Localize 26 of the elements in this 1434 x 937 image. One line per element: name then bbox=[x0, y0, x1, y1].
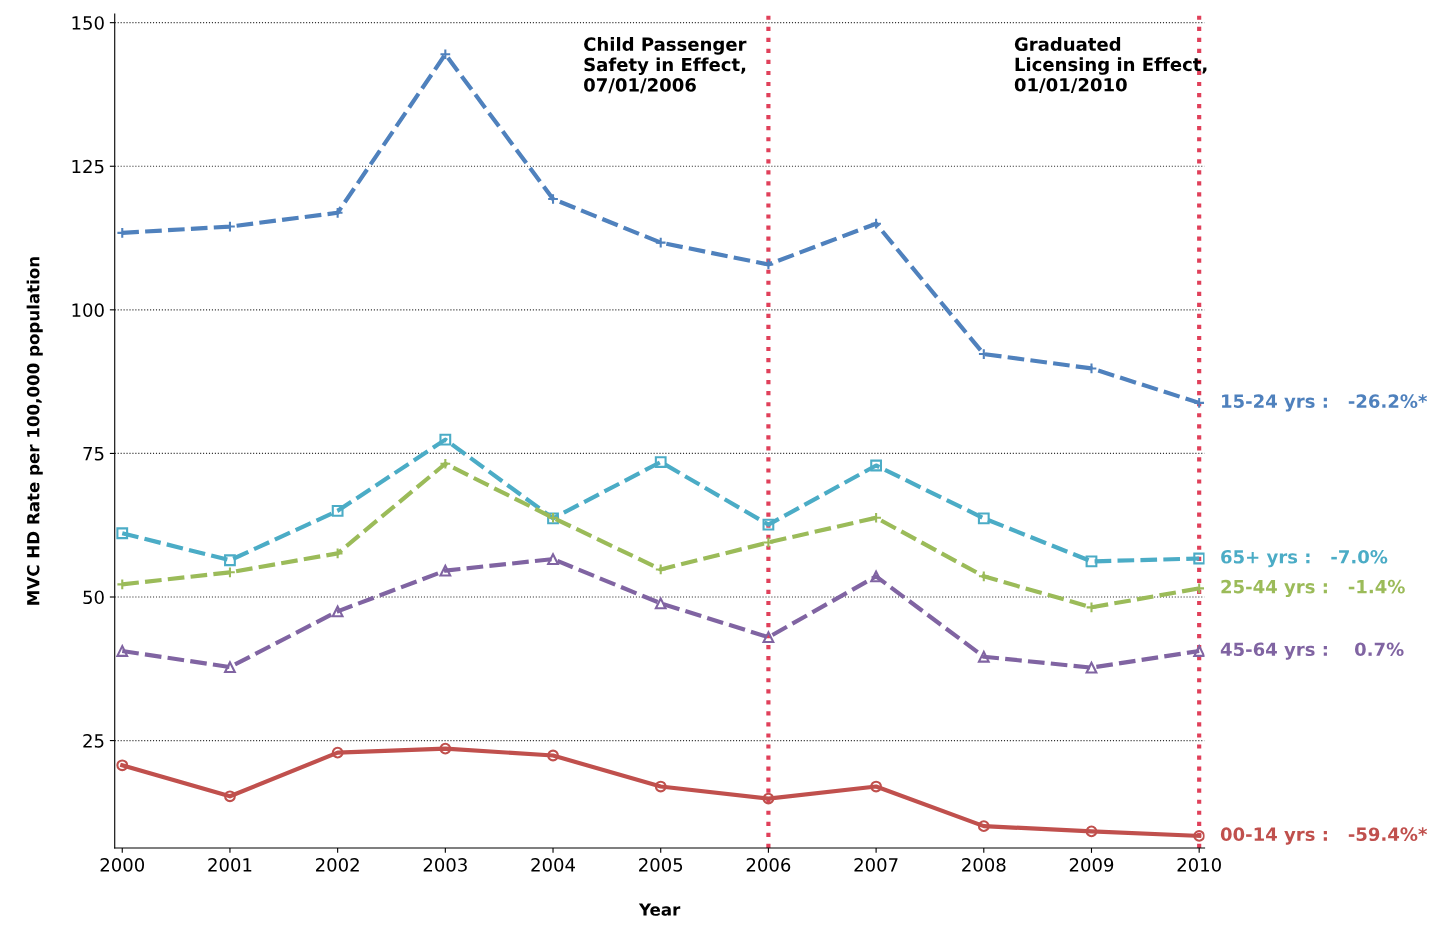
y-tick-label: 25 bbox=[83, 734, 104, 748]
ref-line-label: Child Passenger Safety in Effect, 07/01/2006 bbox=[584, 37, 747, 94]
x-tick-label: 2004 bbox=[531, 858, 575, 872]
x-tick-label: 2008 bbox=[962, 858, 1006, 872]
x-tick-label: 2005 bbox=[639, 858, 683, 872]
x-tick-label: 2001 bbox=[208, 858, 252, 872]
y-tick-label: 150 bbox=[72, 16, 104, 30]
ref-line-label: Graduated Licensing in Effect, 01/01/2010 bbox=[1014, 37, 1207, 93]
series-label: 45-64 yrs : 0.7% bbox=[1220, 642, 1404, 660]
y-tick-label: 75 bbox=[83, 447, 104, 461]
x-tick-label: 2007 bbox=[854, 858, 898, 872]
x-tick-label: 2002 bbox=[315, 858, 359, 872]
series-label: 00-14 yrs : -59.4%* bbox=[1220, 827, 1428, 845]
x-tick-label: 2000 bbox=[100, 858, 145, 872]
y-tick-label: 50 bbox=[83, 590, 104, 605]
x-tick-label: 2009 bbox=[1069, 858, 1114, 872]
y-tick-label: 125 bbox=[72, 159, 104, 174]
series-label: 65+ yrs : -7.0% bbox=[1221, 549, 1388, 568]
series-label: 25-44 yrs : -1.4% bbox=[1221, 579, 1405, 598]
y-tick-label: 100 bbox=[72, 303, 104, 317]
series-label: 15-24 yrs : -26.2%* bbox=[1222, 394, 1428, 412]
x-tick-label: 2010 bbox=[1177, 858, 1221, 872]
x-tick-label: 2003 bbox=[423, 858, 467, 872]
y-axis-title: MVC HD Rate per 100,000 population bbox=[26, 257, 43, 605]
x-tick-label: 2006 bbox=[746, 858, 791, 872]
x-axis-title: Year bbox=[638, 903, 681, 916]
